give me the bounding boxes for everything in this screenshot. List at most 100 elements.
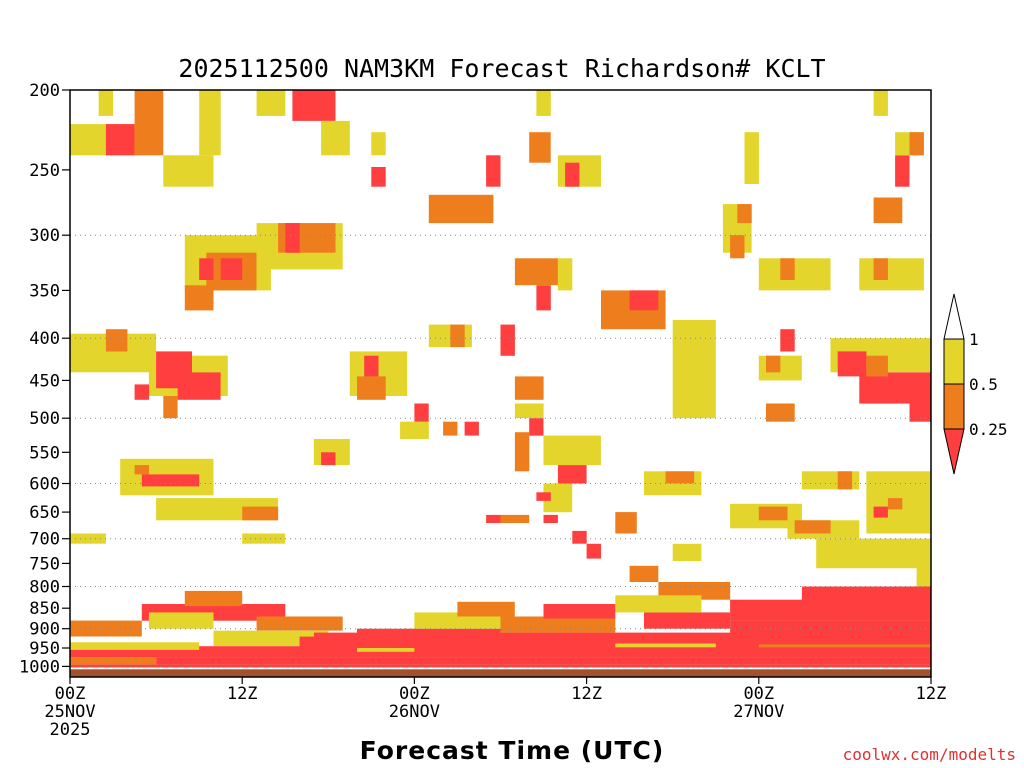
- ri-cell-yellow: [148, 612, 214, 629]
- y-tick-label: 800: [29, 578, 60, 598]
- ri-cell-orange: [428, 194, 494, 224]
- ri-cell-red: [321, 452, 336, 466]
- y-tick-label: 700: [29, 530, 60, 550]
- ri-cell-yellow: [859, 258, 924, 291]
- ri-cell-red: [500, 324, 515, 356]
- ri-cell-orange: [242, 506, 279, 521]
- ri-cell-orange: [500, 616, 616, 633]
- ri-cell-orange: [457, 601, 515, 617]
- ri-cell-red: [565, 162, 580, 187]
- y-tick-label: 500: [29, 409, 60, 429]
- ri-cell-red: [873, 506, 888, 518]
- ri-cell-red: [105, 124, 135, 156]
- ri-cell-red: [837, 351, 867, 377]
- ri-cell-yellow: [514, 403, 544, 419]
- legend-label: 0.25: [969, 420, 1008, 439]
- x-tick-label: 2025: [50, 720, 91, 740]
- ri-cell-yellow: [873, 90, 888, 116]
- dotted-gridlines: [70, 234, 931, 667]
- legend-label: 0.5: [969, 375, 998, 394]
- x-tick-label: 12Z: [571, 684, 602, 704]
- y-tick-label: 750: [29, 554, 60, 574]
- ri-cell-orange: [780, 258, 795, 280]
- ri-cell-red: [464, 421, 479, 436]
- ri-cell-yellow: [242, 533, 286, 544]
- ri-cell-orange: [873, 197, 903, 224]
- ri-cell-orange: [450, 324, 465, 348]
- x-tick-label: 12Z: [227, 684, 258, 704]
- ri-cell-orange: [70, 657, 157, 665]
- ri-cell-red: [536, 285, 551, 311]
- ri-cell-red: [486, 155, 501, 187]
- ri-cell-red: [70, 646, 931, 658]
- ri-cell-orange: [665, 471, 695, 484]
- ri-cell-red: [780, 329, 795, 352]
- ri-cell-red: [644, 612, 731, 629]
- ri-cell-orange: [737, 204, 752, 224]
- x-tick-label: 25NOV: [44, 702, 95, 722]
- credit-link[interactable]: coolwx.com/modelts: [843, 745, 1016, 764]
- color-legend: 1 0.5 0.25: [943, 293, 1008, 475]
- ri-cell-orange: [758, 644, 931, 648]
- ri-cell-red: [536, 492, 551, 501]
- ri-cell-yellow: [199, 90, 221, 156]
- ri-cell-orange: [658, 582, 731, 600]
- ri-cell-orange: [163, 396, 178, 419]
- ri-cell-red: [364, 355, 379, 377]
- ground-below-surface: [70, 669, 931, 677]
- legend-swatch-orange: [943, 383, 965, 430]
- y-tick-label: 350: [29, 281, 60, 301]
- ri-cell-yellow: [615, 643, 716, 648]
- ri-cell-orange: [615, 512, 637, 534]
- ri-cell-orange: [500, 514, 530, 523]
- ri-cell-yellow: [615, 595, 702, 613]
- ri-cell-yellow: [816, 538, 931, 569]
- chart-title: 2025112500 NAM3KM Forecast Richardson# K…: [178, 54, 825, 83]
- plot-frame: [69, 89, 932, 678]
- ri-cell-red: [292, 90, 336, 121]
- ri-cell-red: [730, 599, 931, 621]
- ri-cell-red: [313, 632, 931, 648]
- ri-cell-orange: [184, 285, 214, 311]
- legend-arrow-low: [943, 428, 965, 475]
- ri-cell-orange: [758, 506, 788, 521]
- ri-cell-red: [156, 657, 932, 665]
- ri-cell-red: [220, 258, 243, 280]
- x-tick-label: 00Z: [399, 684, 430, 704]
- y-tick-label: 400: [29, 329, 60, 349]
- x-tick-label: 00Z: [55, 684, 86, 704]
- ri-cell-red: [859, 372, 932, 404]
- ri-cell-orange: [514, 432, 530, 472]
- ri-cell-yellow: [744, 132, 759, 184]
- ri-cell-red: [543, 514, 558, 523]
- ri-cell-orange: [443, 421, 458, 436]
- ri-cell-red: [529, 418, 544, 436]
- ri-cell-orange: [730, 235, 745, 259]
- ri-cell-orange: [514, 258, 558, 286]
- x-tick-label: 27NOV: [733, 702, 784, 722]
- legend-swatch-yellow: [943, 338, 965, 385]
- ri-cell-yellow: [916, 558, 931, 587]
- y-tick-label: 600: [29, 475, 60, 495]
- ri-cell-yellow: [98, 90, 114, 116]
- ri-cell-orange: [357, 376, 386, 400]
- ri-cell-orange: [629, 565, 659, 582]
- ri-cell-red: [629, 290, 659, 311]
- ri-cell-red: [199, 258, 214, 280]
- y-tick-label: 250: [29, 161, 60, 181]
- y-tick-label: 450: [29, 371, 60, 391]
- ri-cell-yellow: [321, 120, 350, 156]
- ri-cell-red: [557, 465, 587, 484]
- ri-cell-yellow: [536, 90, 551, 116]
- ri-cell-orange: [134, 465, 149, 475]
- x-axis-label: Forecast Time (UTC): [360, 736, 665, 765]
- legend-arrow-high: [943, 293, 965, 340]
- ri-cell-red: [586, 543, 601, 559]
- ri-cell-yellow: [400, 421, 429, 439]
- ri-cell-orange: [873, 258, 888, 280]
- ri-cell-red: [730, 620, 931, 635]
- ri-cell-red: [414, 403, 429, 422]
- ri-cell-orange: [529, 132, 551, 163]
- ri-cell-orange: [887, 498, 903, 510]
